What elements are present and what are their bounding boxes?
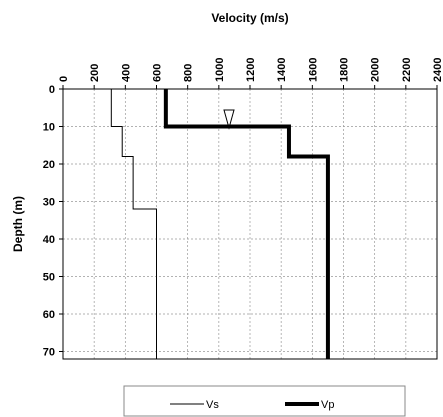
y-tick-label: 50 — [43, 272, 55, 284]
x-tick-label: 1000 — [214, 58, 226, 82]
x-tick-label: 2200 — [401, 58, 413, 82]
x-tick-label: 1200 — [245, 58, 257, 82]
legend-label: Vp — [321, 399, 334, 411]
legend-label: Vs — [206, 399, 219, 411]
x-tick-label: 1800 — [339, 58, 351, 82]
y-tick-label: 60 — [43, 309, 55, 321]
chart-title: Velocity (m/s) — [211, 11, 288, 25]
y-tick-label: 70 — [43, 347, 55, 359]
y-tick-label: 40 — [43, 234, 55, 246]
y-tick-label: 10 — [43, 122, 55, 134]
x-tick-label: 1600 — [307, 58, 319, 82]
x-tick-label: 2400 — [432, 58, 443, 82]
x-tick-label: 0 — [58, 76, 70, 82]
x-tick-label: 200 — [89, 64, 101, 82]
plot-frame — [62, 88, 438, 360]
x-tick-label: 800 — [183, 64, 195, 82]
water-table-marker — [223, 109, 235, 130]
x-tick-label: 2000 — [370, 58, 382, 82]
series-line — [110, 89, 157, 359]
y-tick-label: 0 — [49, 84, 55, 96]
x-tick-label: 600 — [152, 64, 164, 82]
legend-box — [123, 385, 406, 417]
y-axis-label: Depth (m) — [11, 196, 25, 252]
y-tick-label: 20 — [43, 159, 55, 171]
x-tick-label: 400 — [120, 64, 132, 82]
x-tick-label: 1400 — [276, 58, 288, 82]
series-line — [163, 89, 330, 359]
y-tick-label: 30 — [43, 197, 55, 209]
